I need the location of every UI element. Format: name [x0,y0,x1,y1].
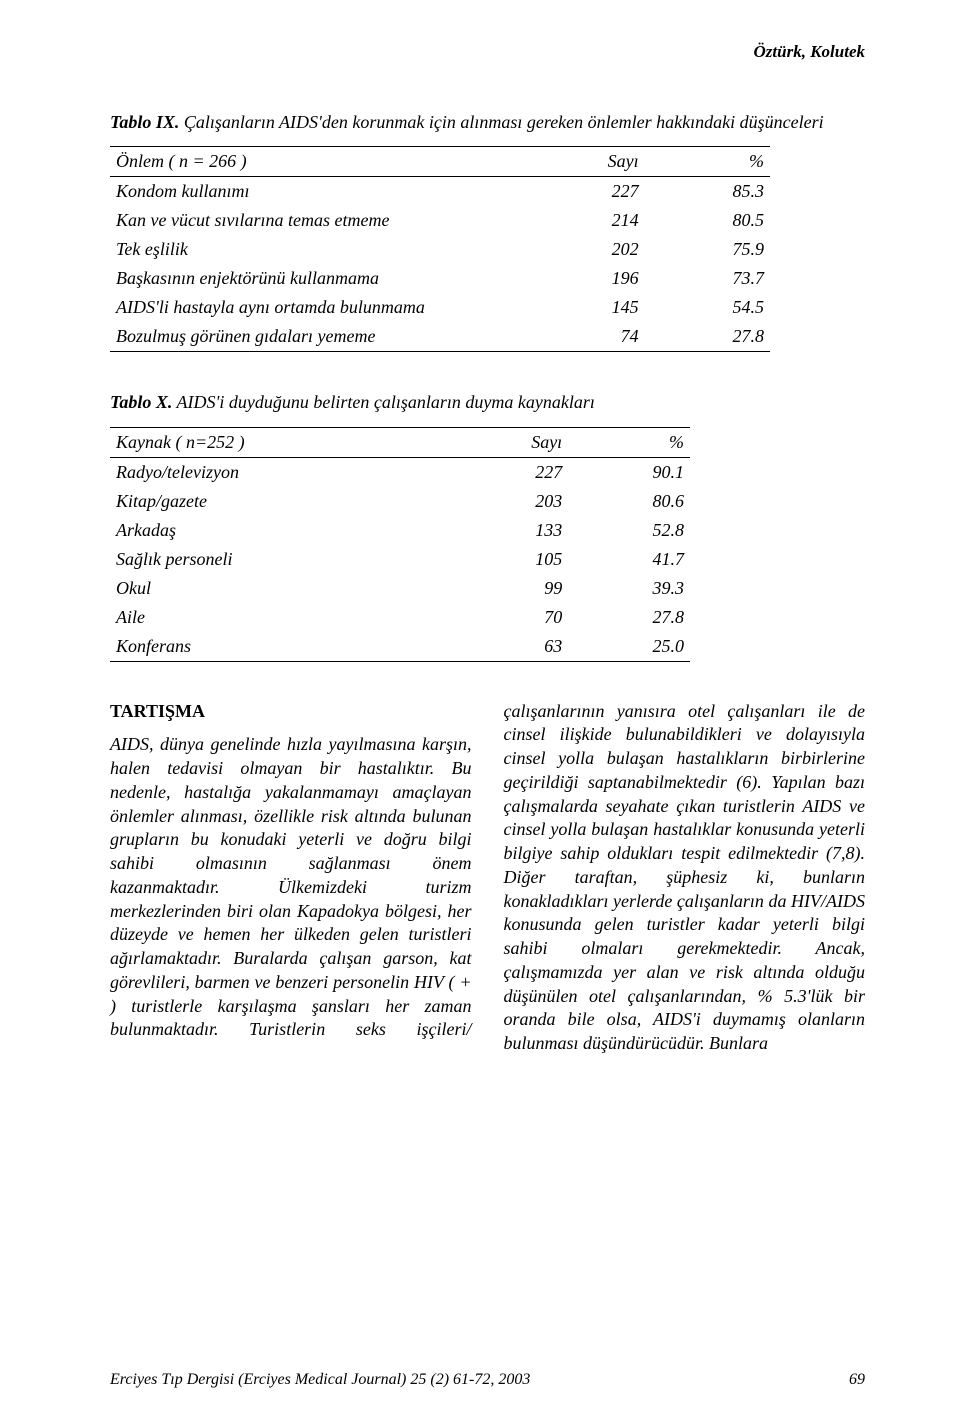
table-row-label: Radyo/televizyon [110,457,446,487]
table-row-count: 203 [446,487,568,516]
table-row-label: Başkasının enjektörünü kullanmama [110,264,519,293]
table-row-pct: 39.3 [568,574,690,603]
footer-journal: Erciyes Tıp Dergisi (Erciyes Medical Jou… [110,1371,530,1389]
table-row-count: 145 [519,293,644,322]
table-row-label: Sağlık personeli [110,545,446,574]
page-footer: Erciyes Tıp Dergisi (Erciyes Medical Jou… [110,1371,865,1389]
table-10-header-count: Sayı [446,427,568,457]
table-row-count: 63 [446,632,568,662]
table-row-pct: 54.5 [645,293,770,322]
content-area: Tablo IX. Çalışanların AIDS'den korunmak… [110,110,865,1056]
discussion-body: AIDS, dünya genelinde hızla yayılmasına … [110,700,865,1056]
table-10-caption: AIDS'i duyduğunu belirten çalışanların d… [177,392,595,412]
table-10-block: Tablo X. AIDS'i duyduğunu belirten çalış… [110,390,865,661]
table-row-pct: 73.7 [645,264,770,293]
table-row-label: Okul [110,574,446,603]
table-row-count: 214 [519,206,644,235]
table-row-count: 202 [519,235,644,264]
table-row-pct: 80.6 [568,487,690,516]
table-10-header-pct: % [568,427,690,457]
table-row-pct: 25.0 [568,632,690,662]
table-row-pct: 52.8 [568,516,690,545]
table-row-label: Bozulmuş görünen gıdaları yememe [110,322,519,352]
footer-page-number: 69 [849,1371,865,1389]
table-row-pct: 27.8 [568,603,690,632]
table-row-label: Konferans [110,632,446,662]
table-9-title: Tablo IX. Çalışanların AIDS'den korunmak… [110,110,865,134]
table-row-count: 227 [446,457,568,487]
table-row-count: 227 [519,177,644,207]
discussion-heading: TARTIŞMA [110,700,472,724]
table-row-pct: 75.9 [645,235,770,264]
table-row-count: 105 [446,545,568,574]
table-10-label: Tablo X. [110,392,172,412]
table-9: Önlem ( n = 266 ) Sayı % Kondom kullanım… [110,146,770,352]
table-row-count: 133 [446,516,568,545]
table-row-count: 70 [446,603,568,632]
table-row-label: Kitap/gazete [110,487,446,516]
table-9-header-count: Sayı [519,147,644,177]
table-10: Kaynak ( n=252 ) Sayı % Radyo/televizyon… [110,427,690,662]
table-9-body: Kondom kullanımı22785.3 Kan ve vücut sıvı… [110,177,770,352]
table-row-label: Arkadaş [110,516,446,545]
table-9-header-left: Önlem ( n = 266 ) [110,147,519,177]
table-9-label: Tablo IX. [110,112,179,132]
table-row-label: Tek eşlilik [110,235,519,264]
table-row-pct: 41.7 [568,545,690,574]
table-row-count: 196 [519,264,644,293]
running-head: Öztürk, Kolutek [754,42,865,62]
discussion-section: TARTIŞMA AIDS, dünya genelinde hızla yay… [110,700,865,1056]
table-row-pct: 85.3 [645,177,770,207]
page: Öztürk, Kolutek Tablo IX. Çalışanların A… [0,0,960,1425]
table-row-pct: 90.1 [568,457,690,487]
table-row-count: 74 [519,322,644,352]
table-9-header-pct: % [645,147,770,177]
table-row-label: Aile [110,603,446,632]
table-9-block: Tablo IX. Çalışanların AIDS'den korunmak… [110,110,865,352]
table-row-label: AIDS'li hastayla aynı ortamda bulunmama [110,293,519,322]
table-10-header-left: Kaynak ( n=252 ) [110,427,446,457]
table-10-body: Radyo/televizyon22790.1 Kitap/gazete20380… [110,457,690,661]
table-row-pct: 80.5 [645,206,770,235]
table-row-label: Kan ve vücut sıvılarına temas etmeme [110,206,519,235]
table-10-title: Tablo X. AIDS'i duyduğunu belirten çalış… [110,390,865,414]
table-row-count: 99 [446,574,568,603]
table-9-caption: Çalışanların AIDS'den korunmak için alın… [184,112,824,132]
table-row-label: Kondom kullanımı [110,177,519,207]
table-row-pct: 27.8 [645,322,770,352]
